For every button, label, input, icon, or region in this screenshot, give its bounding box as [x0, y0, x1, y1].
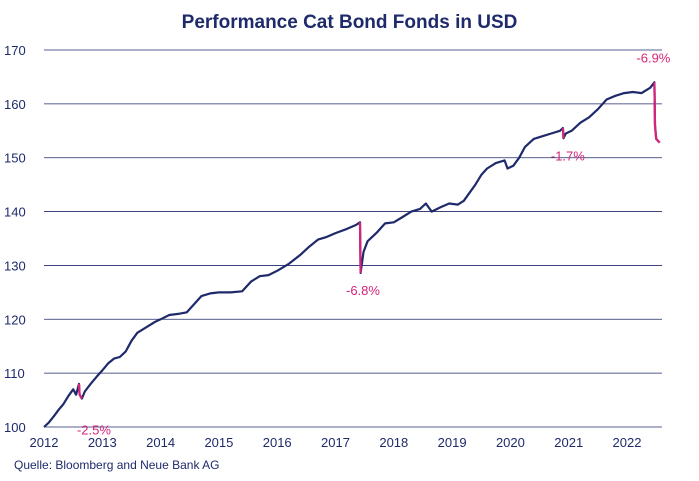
y-tick-label: 170: [4, 43, 26, 58]
drawdown-label: -6.9%: [636, 50, 670, 65]
x-tick-label: 2021: [554, 435, 583, 450]
drawdown-highlight: [358, 222, 362, 274]
drawdown-label: -6.8%: [346, 283, 380, 298]
series-layer: [43, 81, 661, 428]
drawdown-highlight: [653, 82, 661, 144]
x-tick-label: 2022: [613, 435, 642, 450]
chart-title: Performance Cat Bond Fonds in USD: [181, 12, 518, 33]
x-tick-label: 2018: [379, 435, 408, 450]
x-axis: 2012 2013 2014 2015 2016 2017 2018 2019 2020 2021…: [30, 435, 642, 450]
source-note: Quelle: Bloomberg and Neue Bank AG: [14, 458, 220, 472]
annotations: -2.5% -6.8% -1.7% -6.9%: [77, 50, 671, 437]
y-tick-label: 110: [4, 366, 25, 381]
y-axis: 100 110 120 130 140 150 160 170: [4, 43, 26, 435]
x-tick-label: 2016: [263, 435, 292, 450]
drawdown-highlight: [77, 383, 83, 400]
y-tick-label: 140: [4, 205, 26, 220]
y-tick-label: 130: [4, 258, 26, 273]
y-tick-label: 120: [4, 312, 26, 327]
drawdown-label: -1.7%: [551, 148, 585, 163]
gridlines: [44, 49, 662, 428]
x-tick-label: 2014: [146, 435, 175, 450]
x-tick-label: 2019: [438, 435, 467, 450]
series-line: [43, 81, 661, 428]
y-tick-label: 150: [4, 151, 26, 166]
drawdown-highlight: [561, 128, 565, 139]
x-tick-label: 2012: [30, 435, 59, 450]
drawdown-label: -2.5%: [77, 422, 111, 437]
y-tick-label: 160: [4, 97, 26, 112]
x-tick-label: 2013: [88, 435, 117, 450]
x-tick-label: 2017: [321, 435, 350, 450]
x-tick-label: 2020: [496, 435, 525, 450]
x-tick-label: 2015: [204, 435, 233, 450]
y-tick-label: 100: [4, 420, 26, 435]
